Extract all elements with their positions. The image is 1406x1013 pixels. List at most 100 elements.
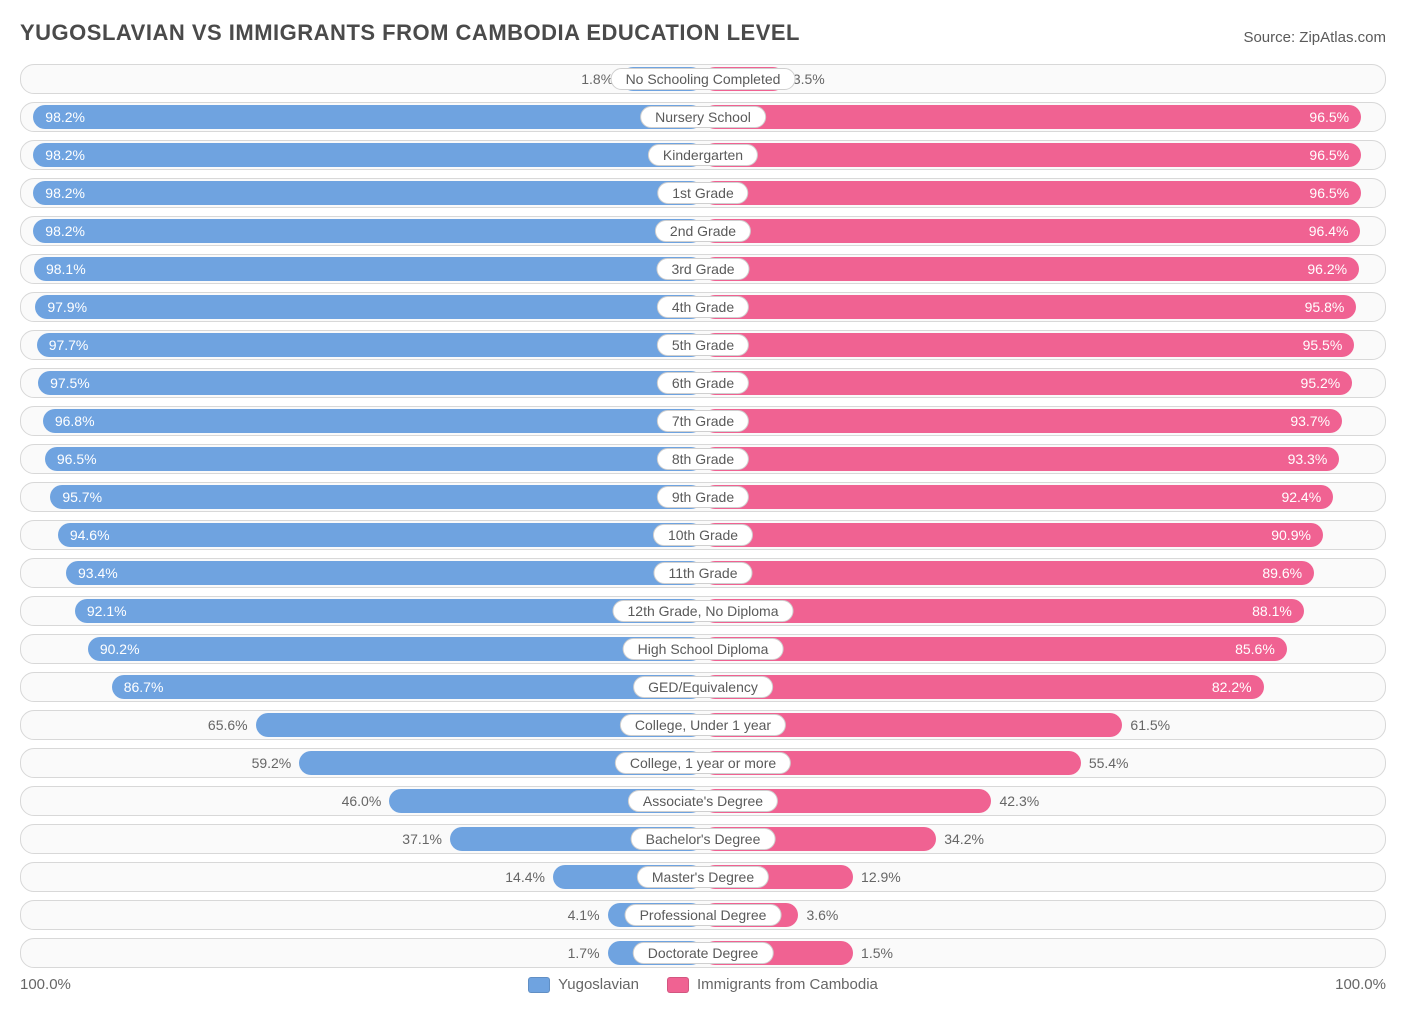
bar-left — [33, 219, 703, 243]
category-label: 2nd Grade — [655, 220, 751, 242]
bar-left — [38, 371, 703, 395]
category-label: Doctorate Degree — [633, 942, 774, 964]
value-label-right: 89.6% — [1262, 565, 1302, 581]
bar-right — [703, 371, 1352, 395]
value-label-left: 97.7% — [49, 337, 89, 353]
value-label-left: 1.8% — [581, 71, 613, 87]
value-label-right: 1.5% — [861, 945, 893, 961]
legend-swatch-right — [667, 977, 689, 993]
value-label-right: 88.1% — [1252, 603, 1292, 619]
bar-left — [112, 675, 703, 699]
chart-row: 98.2%96.5%1st Grade — [20, 178, 1386, 208]
category-label: College, Under 1 year — [620, 714, 786, 736]
bar-left — [33, 105, 703, 129]
value-label-left: 98.2% — [45, 109, 85, 125]
axis-right-end: 100.0% — [1335, 976, 1386, 993]
value-label-right: 93.3% — [1288, 451, 1328, 467]
chart-footer: 100.0% Yugoslavian Immigrants from Cambo… — [20, 976, 1386, 993]
value-label-right: 42.3% — [999, 793, 1039, 809]
value-label-left: 94.6% — [70, 527, 110, 543]
chart-title: YUGOSLAVIAN VS IMMIGRANTS FROM CAMBODIA … — [20, 20, 800, 46]
chart-row: 37.1% 34.2% Bachelor's Degree — [20, 824, 1386, 854]
axis-left-end: 100.0% — [20, 976, 71, 993]
chart-row: 14.4%12.9%Master's Degree — [20, 862, 1386, 892]
value-label-right: 82.2% — [1212, 679, 1252, 695]
diverging-bar-chart: 1.8%3.5%No Schooling Completed98.2%96.5%… — [20, 64, 1386, 968]
value-label-left: 90.2% — [100, 641, 140, 657]
value-label-right: 96.5% — [1309, 109, 1349, 125]
value-label-right: 85.6% — [1235, 641, 1275, 657]
value-label-right: 95.2% — [1301, 375, 1341, 391]
bar-left — [45, 447, 703, 471]
bar-left — [58, 523, 703, 547]
bar-right — [703, 333, 1354, 357]
value-label-right: 55.4% — [1089, 755, 1129, 771]
chart-row: 95.7%92.4%9th Grade — [20, 482, 1386, 512]
legend-item-left: Yugoslavian — [528, 976, 639, 993]
category-label: 9th Grade — [657, 486, 749, 508]
value-label-left: 95.7% — [62, 489, 102, 505]
chart-header: YUGOSLAVIAN VS IMMIGRANTS FROM CAMBODIA … — [20, 20, 1386, 46]
bar-right — [703, 219, 1360, 243]
bar-left — [35, 295, 703, 319]
bar-right — [703, 523, 1323, 547]
value-label-right: 90.9% — [1271, 527, 1311, 543]
bar-right — [703, 447, 1339, 471]
chart-row: 86.7%82.2%GED/Equivalency — [20, 672, 1386, 702]
chart-row: 1.7%1.5%Doctorate Degree — [20, 938, 1386, 968]
value-label-left: 98.2% — [45, 147, 85, 163]
category-label: 5th Grade — [657, 334, 749, 356]
value-label-right: 95.5% — [1303, 337, 1343, 353]
legend-item-right: Immigrants from Cambodia — [667, 976, 878, 993]
value-label-left: 97.5% — [50, 375, 90, 391]
bar-left — [75, 599, 703, 623]
chart-row: 97.7% 95.5% 5th Grade — [20, 330, 1386, 360]
bar-right — [703, 143, 1361, 167]
category-label: High School Diploma — [623, 638, 784, 660]
chart-row: 97.9% 95.8% 4th Grade — [20, 292, 1386, 322]
chart-row: 92.1%88.1%12th Grade, No Diploma — [20, 596, 1386, 626]
value-label-right: 34.2% — [944, 831, 984, 847]
value-label-left: 96.5% — [57, 451, 97, 467]
value-label-left: 4.1% — [568, 907, 600, 923]
category-label: GED/Equivalency — [633, 676, 773, 698]
value-label-right: 12.9% — [861, 869, 901, 885]
category-label: 4th Grade — [657, 296, 749, 318]
bar-right — [703, 675, 1264, 699]
chart-row: 98.2% 96.5% Nursery School — [20, 102, 1386, 132]
bar-right — [703, 295, 1356, 319]
category-label: 7th Grade — [657, 410, 749, 432]
chart-source: Source: ZipAtlas.com — [1243, 29, 1386, 46]
category-label: 12th Grade, No Diploma — [613, 600, 794, 622]
value-label-left: 97.9% — [47, 299, 87, 315]
legend-label-left: Yugoslavian — [558, 976, 639, 993]
legend-swatch-left — [528, 977, 550, 993]
bar-left — [88, 637, 703, 661]
chart-row: 4.1%3.6%Professional Degree — [20, 900, 1386, 930]
bar-left — [33, 181, 703, 205]
value-label-right: 96.4% — [1309, 223, 1349, 239]
bar-left — [43, 409, 703, 433]
bar-right — [703, 485, 1333, 509]
value-label-left: 46.0% — [342, 793, 382, 809]
category-label: 11th Grade — [653, 562, 752, 584]
chart-row: 98.2%96.5%Kindergarten — [20, 140, 1386, 170]
chart-row: 90.2% 85.6% High School Diploma — [20, 634, 1386, 664]
value-label-left: 98.1% — [46, 261, 86, 277]
value-label-left: 37.1% — [402, 831, 442, 847]
category-label: Bachelor's Degree — [631, 828, 776, 850]
category-label: 3rd Grade — [656, 258, 749, 280]
value-label-right: 96.2% — [1307, 261, 1347, 277]
value-label-right: 93.7% — [1290, 413, 1330, 429]
category-label: No Schooling Completed — [611, 68, 796, 90]
value-label-right: 95.8% — [1305, 299, 1345, 315]
value-label-right: 96.5% — [1309, 185, 1349, 201]
category-label: Nursery School — [640, 106, 766, 128]
value-label-left: 14.4% — [505, 869, 545, 885]
chart-row: 94.6%90.9%10th Grade — [20, 520, 1386, 550]
value-label-left: 59.2% — [252, 755, 292, 771]
value-label-right: 3.6% — [806, 907, 838, 923]
bar-left — [34, 257, 703, 281]
bar-left — [33, 143, 703, 167]
bar-left — [50, 485, 703, 509]
